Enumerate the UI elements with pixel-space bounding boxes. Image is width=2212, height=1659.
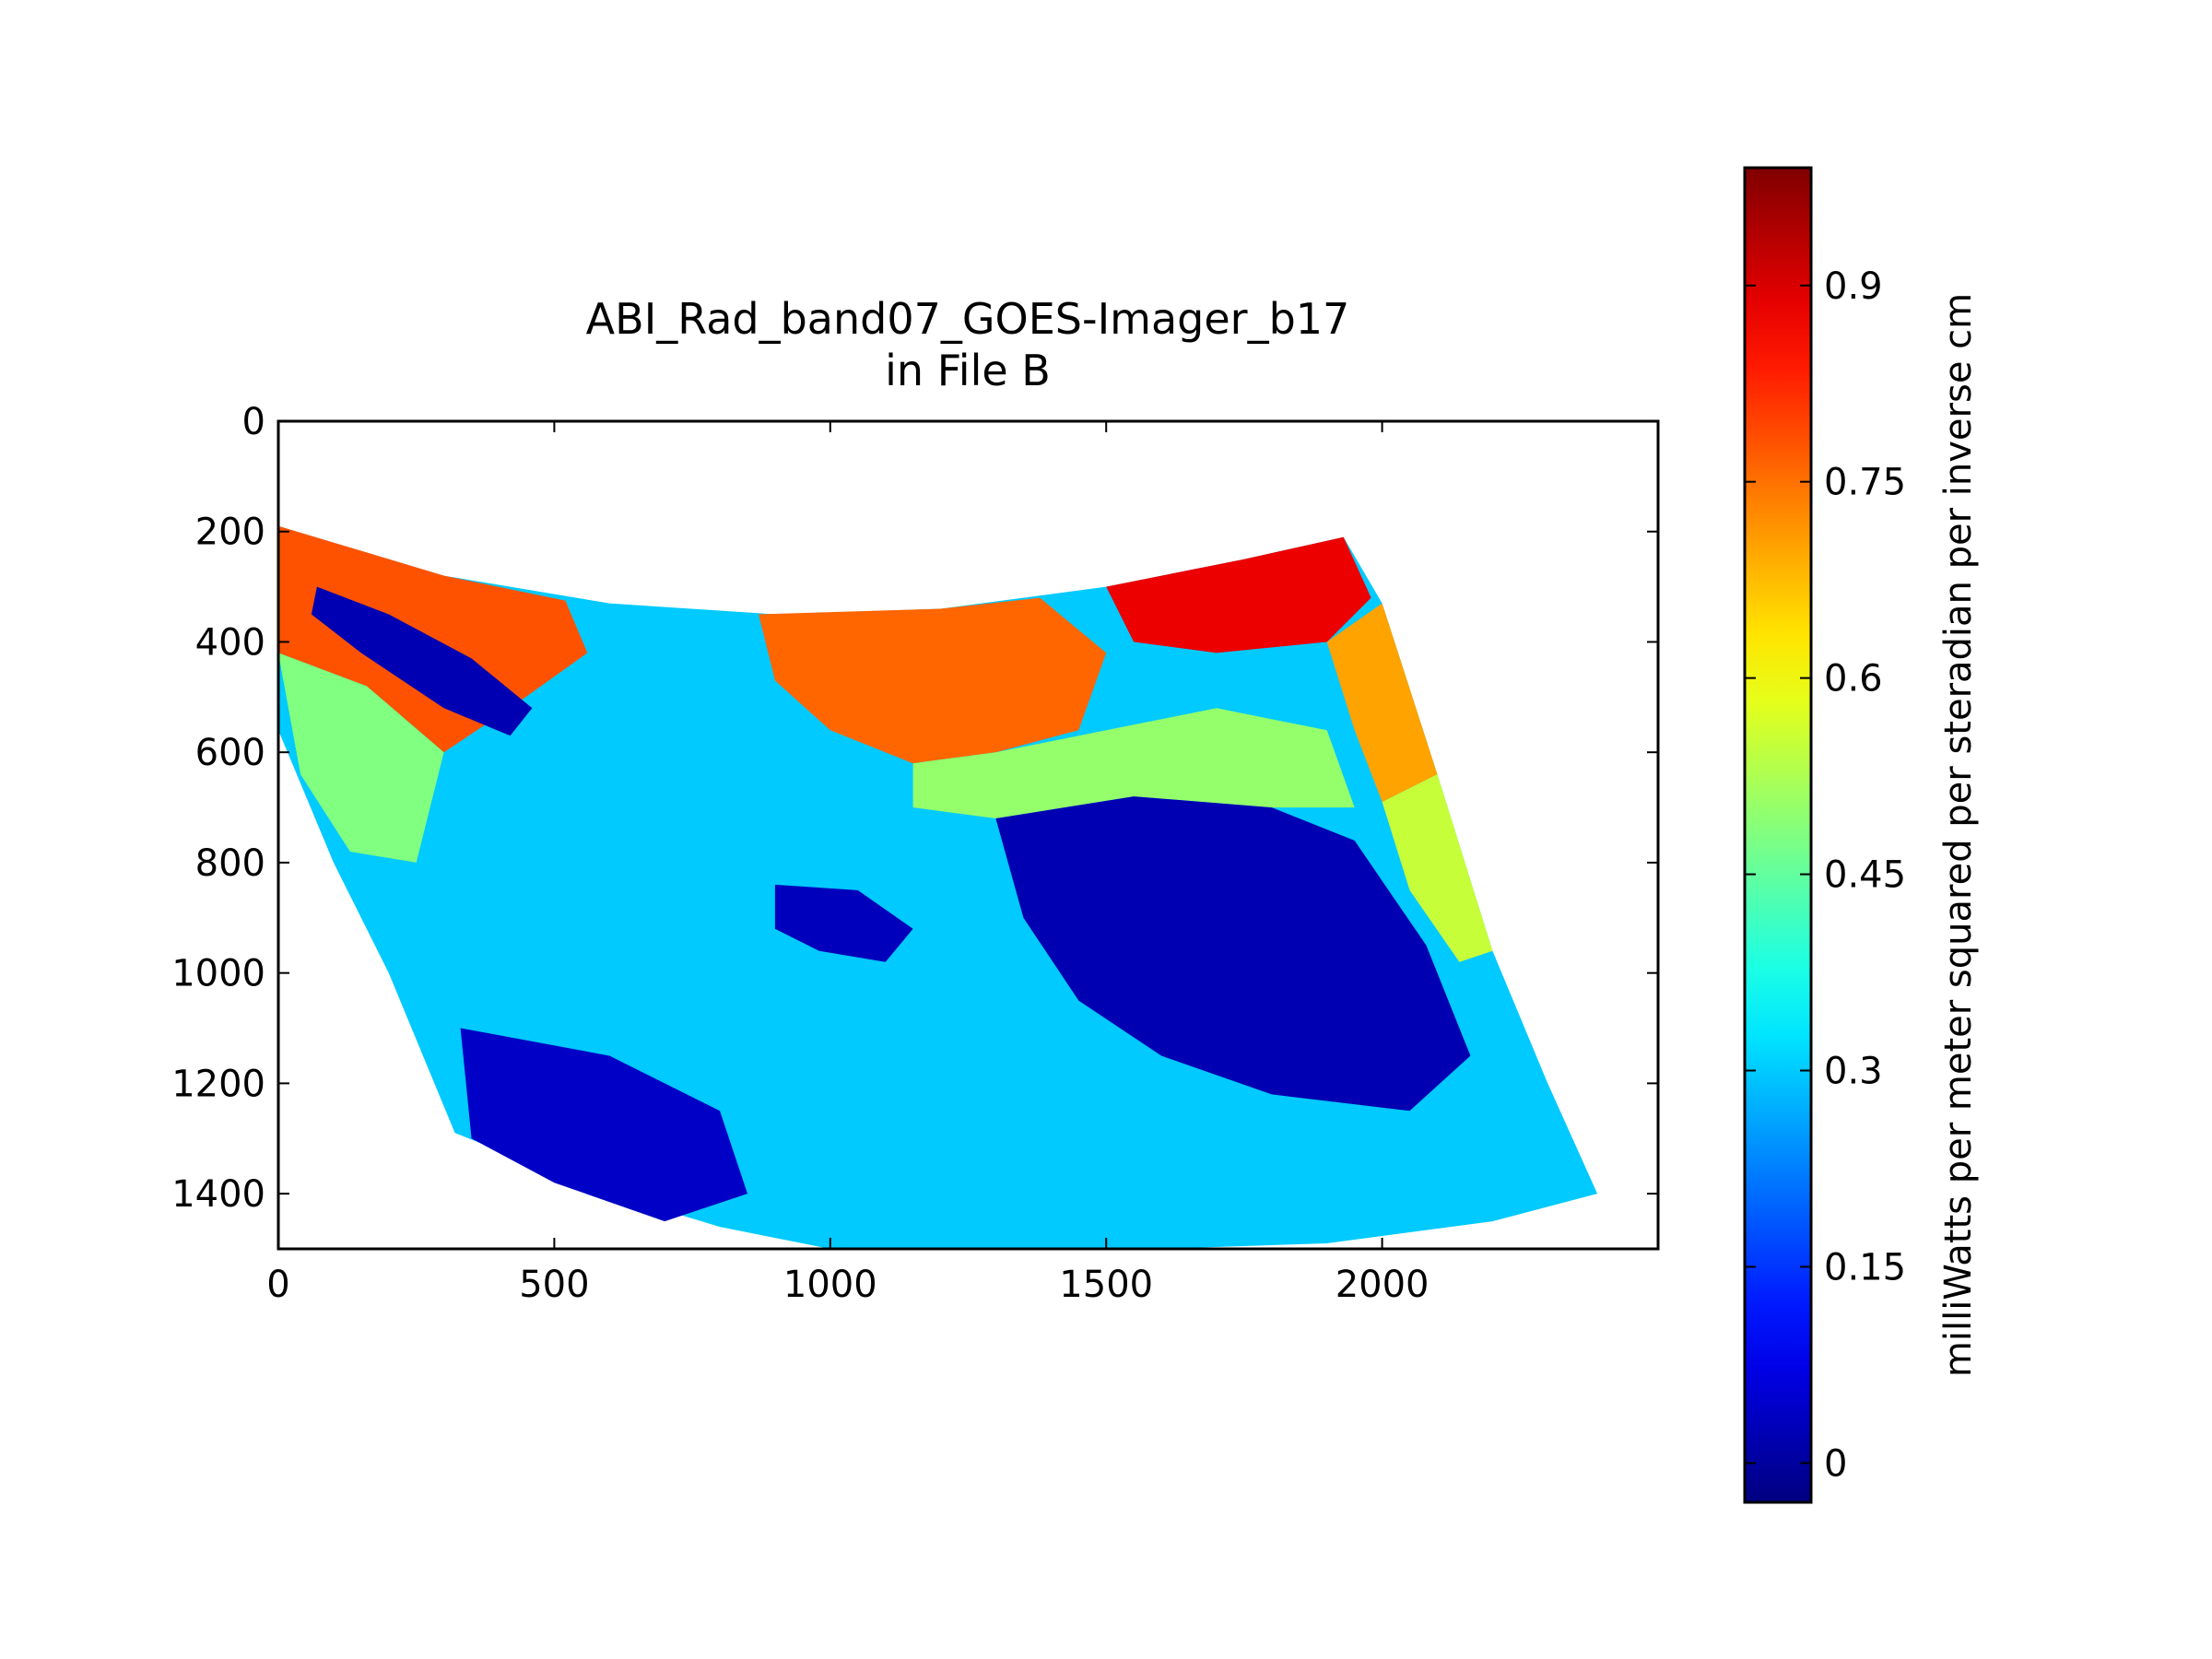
y-tick-label: 600 — [195, 732, 265, 774]
region-warm-east-edge — [1326, 603, 1438, 803]
region-hot-north-right — [1106, 536, 1371, 653]
region-mid-east-edge — [1382, 774, 1493, 962]
x-tick-label: 500 — [519, 1264, 589, 1306]
colorbar-label: milliWatts per meter squared per steradi… — [1937, 293, 1980, 1377]
y-tick-label: 1200 — [171, 1063, 265, 1105]
y-tick-label: 200 — [195, 512, 265, 554]
colorbar-tick-label: 0.15 — [1824, 1246, 1906, 1288]
y-tick-label: 800 — [195, 842, 265, 885]
x-tick-label: 1500 — [1059, 1264, 1153, 1306]
colorbar-tick-label: 0.6 — [1824, 658, 1883, 700]
region-warm-north-band-center — [759, 597, 1107, 764]
colorbar-tick-label: 0.45 — [1824, 854, 1906, 897]
region-mid-west-band — [278, 653, 444, 863]
chart-title: ABI_Rad_band07_GOES-Imager_b17 — [586, 294, 1350, 344]
colorbar-tick-label: 0.3 — [1824, 1051, 1883, 1093]
colorbar: 0 0.15 0.3 0.45 0.6 0.75 0.9 milliWatts per me… — [1743, 166, 1980, 1504]
y-tick-label: 400 — [195, 621, 265, 664]
region-cold-streak-northwest — [311, 586, 533, 736]
colorbar-tick-label: 0.9 — [1824, 265, 1883, 308]
y-tick-label: 1400 — [171, 1173, 265, 1216]
region-mid-center-band — [912, 708, 1355, 818]
y-tick-label: 0 — [242, 401, 265, 443]
x-tick-label: 2000 — [1335, 1264, 1430, 1306]
chart-subtitle: in File B — [885, 346, 1051, 395]
colorbar-gradient — [1745, 168, 1811, 1502]
y-tick-label: 1000 — [171, 953, 265, 995]
x-tick-label: 0 — [266, 1264, 289, 1306]
colorbar-tick-label: 0.75 — [1824, 462, 1906, 504]
region-cold-cloud-east — [995, 796, 1471, 1112]
plot-area — [278, 525, 1598, 1249]
colorbar-frame — [1743, 166, 1813, 1504]
region-cold-cloud-west — [460, 1028, 747, 1222]
swath-regions — [278, 525, 1493, 1222]
y-axis: 0 200 400 600 800 1000 1200 1400 — [171, 401, 1658, 1216]
x-tick-label: 1000 — [783, 1264, 877, 1306]
region-cold-cells-central — [774, 884, 913, 962]
colorbar-tick-label: 0 — [1824, 1442, 1847, 1485]
colorbar-ticks: 0 0.15 0.3 0.45 0.6 0.75 0.9 — [1745, 265, 1906, 1485]
plot-frame — [276, 419, 1660, 1251]
x-axis: 0 500 1000 1500 2000 — [266, 421, 1429, 1306]
